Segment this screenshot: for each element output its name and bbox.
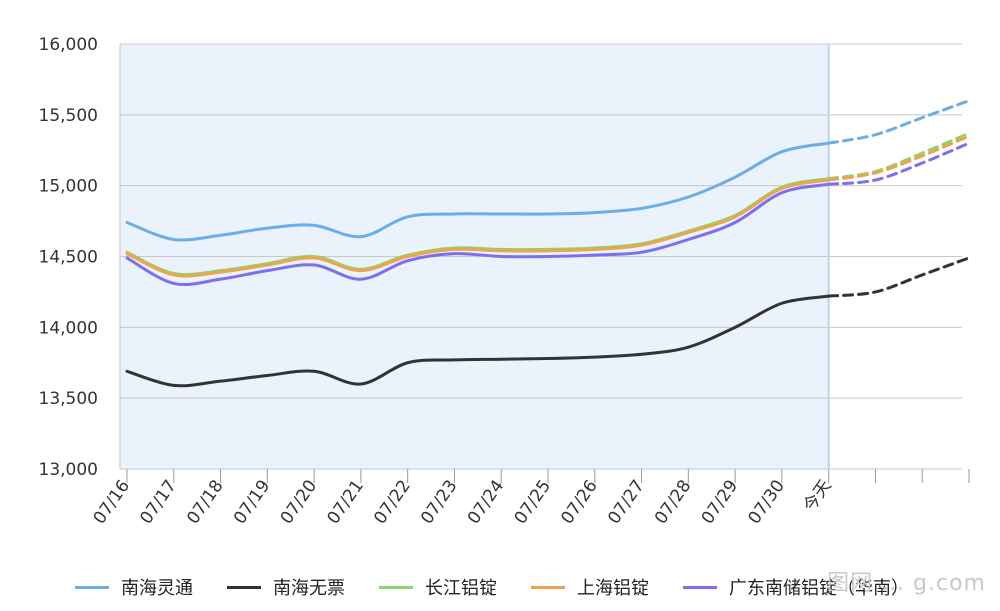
x-tick-label: 07/30	[744, 476, 788, 528]
series-line-0	[125, 141, 831, 242]
legend-item-nanhai-lingtong[interactable]: 南海灵通	[75, 574, 193, 600]
x-tick-label: 07/18	[183, 476, 227, 528]
x-tick-label: 07/19	[230, 476, 274, 528]
legend-swatch	[379, 585, 413, 589]
legend-swatch	[683, 585, 717, 589]
legend-label: 上海铝锭	[577, 578, 649, 599]
y-tick-label: 14,500	[39, 248, 98, 268]
legend-item-nanhai-wupiao[interactable]: 南海无票	[227, 574, 345, 600]
x-tick-label: 07/23	[417, 476, 461, 528]
series-forecast-line-0	[827, 99, 971, 145]
x-tick-label: 今天	[800, 476, 836, 515]
series-line-1	[125, 294, 831, 388]
x-tick-label: 07/16	[90, 476, 134, 528]
x-tick-label: 07/21	[323, 476, 367, 528]
x-tick-label: 07/20	[277, 476, 321, 528]
x-tick-label: 07/28	[651, 476, 695, 528]
line-chart: 13,000 13,500 14,000 14,500 15,000 15,500 16,0…	[39, 35, 971, 528]
legend-swatch	[531, 585, 565, 589]
x-tick-label: 07/25	[511, 476, 555, 528]
y-tick-label: 13,000	[39, 460, 98, 480]
legend-item-guangdong[interactable]: 广东南储铝锭（华南）	[683, 574, 909, 600]
x-tick-label: 07/22	[370, 476, 414, 528]
legend: 南海灵通 南海无票 长江铝锭 上海铝锭 广东南储铝锭（华南）	[75, 574, 909, 600]
series-forecast-line-1	[827, 256, 971, 298]
series-line-3	[125, 178, 831, 278]
x-tick-label: 07/26	[557, 476, 601, 528]
x-tick-label: 07/17	[136, 476, 180, 528]
x-tick-label: 07/24	[464, 476, 508, 528]
y-tick-label: 15,500	[39, 106, 98, 126]
legend-label: 广东南储铝锭（华南）	[729, 578, 909, 599]
watermark: 图网 ... g.com	[827, 571, 986, 596]
series-forecast-line-4	[827, 141, 971, 186]
legend-swatch	[75, 585, 109, 589]
y-tick-label: 13,500	[39, 389, 98, 409]
x-tick-label: 07/29	[698, 476, 742, 528]
legend-label: 南海无票	[273, 578, 345, 599]
series-line-4	[125, 182, 831, 287]
legend-label: 南海灵通	[121, 578, 193, 599]
legend-swatch	[227, 585, 261, 589]
legend-item-changjiang[interactable]: 长江铝锭	[379, 574, 497, 600]
series-forecast-line-3	[827, 134, 971, 182]
y-tick-label: 15,000	[39, 177, 98, 197]
legend-label: 长江铝锭	[425, 578, 497, 599]
y-tick-label: 16,000	[39, 35, 98, 55]
x-tick-label: 07/27	[604, 476, 648, 528]
legend-item-shanghai[interactable]: 上海铝锭	[531, 574, 649, 600]
y-tick-label: 14,000	[39, 318, 98, 338]
